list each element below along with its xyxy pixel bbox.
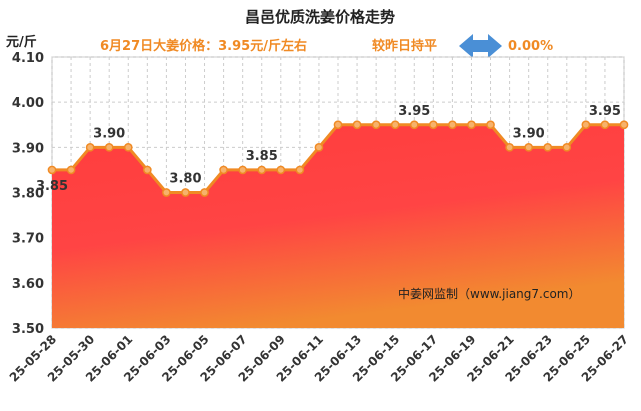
data-point [85,142,95,152]
data-label: 3.95 [589,104,621,119]
y-axis-ticks: 3.50 3.60 3.70 3.80 3.90 4.00 4.10 [12,51,44,337]
data-point [142,165,152,175]
data-label: 3.95 [398,104,430,119]
data-point [505,142,514,152]
data-label: 3.90 [513,126,545,141]
y-tick-label: 4.00 [12,96,44,111]
data-point [524,142,534,152]
data-point [619,120,629,130]
data-point [47,165,57,175]
y-tick-label: 3.50 [12,322,44,337]
change-percent: 0.00% [508,39,553,54]
price-area [52,124,624,328]
data-point [352,120,362,130]
data-point [314,142,324,152]
data-point [104,142,114,152]
watermark: 中姜网监制（www.jiang7.com） [398,286,580,301]
data-point [333,120,343,130]
data-point [295,165,305,175]
compare-label: 较昨日持平 [372,38,437,54]
y-tick-label: 3.80 [12,187,44,202]
data-point [467,120,476,130]
data-point [219,165,228,175]
data-point [600,120,610,130]
y-tick-label: 3.60 [12,277,44,292]
data-point [428,120,438,130]
data-point [543,142,553,152]
y-axis-unit: 元/斤 [6,34,37,50]
data-point [238,165,248,175]
y-tick-label: 4.10 [12,51,44,66]
data-point [486,120,495,130]
data-point [66,165,76,175]
data-points [47,120,629,197]
data-point [448,120,457,130]
data-point [123,142,133,152]
data-point [371,120,381,130]
y-tick-label: 3.70 [12,232,44,247]
data-point [562,142,572,152]
price-note: 6月27日大姜价格：3.95元/斤左右 [100,38,307,54]
data-label: 3.90 [93,126,125,141]
chart-title: 昌邑优质洗姜价格走势 [245,8,395,26]
double-arrow-icon [459,34,502,58]
data-point [390,120,400,130]
data-point [276,165,286,175]
data-label: 3.85 [246,149,278,164]
y-tick-label: 3.90 [12,141,44,156]
data-point [162,188,171,197]
data-point [181,188,190,197]
data-label: 3.85 [36,179,68,194]
x-axis-ticks: 25-05-2825-05-3025-06-0125-06-0325-06-05… [7,332,631,384]
data-point [200,188,209,197]
data-point [409,120,419,130]
data-point [257,165,267,175]
data-point [581,120,591,130]
data-labels: 3.85 3.90 3.80 3.85 3.95 3.90 3.95 [36,104,621,194]
data-label: 3.80 [169,172,201,187]
